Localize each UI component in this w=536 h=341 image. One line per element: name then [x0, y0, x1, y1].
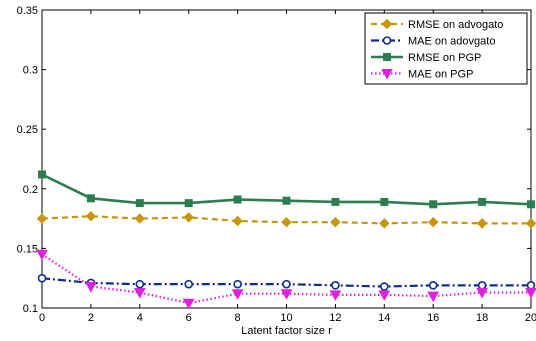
data-point [85, 282, 97, 293]
data-point [330, 216, 341, 228]
data-point [379, 218, 390, 229]
data-point [38, 170, 46, 179]
x-tick-label: 16 [427, 312, 439, 324]
data-point [184, 199, 193, 208]
x-tick-label: 4 [137, 312, 143, 324]
legend-label: RMSE on advogato [408, 19, 503, 31]
data-point [280, 289, 293, 300]
data-point [231, 289, 244, 300]
data-point [527, 200, 535, 209]
data-point [329, 290, 342, 301]
data-point [526, 281, 536, 290]
series-1 [36, 211, 536, 229]
data-point [36, 213, 48, 224]
y-tick-label: 0.2 [23, 184, 38, 196]
x-tick-label: 18 [476, 312, 488, 324]
data-point [378, 290, 391, 301]
data-point [233, 195, 242, 204]
y-tick-label: 0.1 [23, 303, 38, 315]
legend-marker [381, 18, 393, 30]
legend-entry: MAE on PGP [371, 69, 473, 81]
legend-label: RMSE on PGP [408, 52, 481, 64]
data-point [380, 197, 389, 206]
data-point [282, 196, 291, 205]
data-point [476, 218, 488, 229]
series-layer [36, 170, 536, 310]
data-point [379, 282, 389, 291]
x-tick-label: 20 [525, 312, 536, 324]
x-tick-label: 10 [280, 312, 292, 324]
data-point [36, 249, 48, 261]
data-point [232, 215, 243, 227]
legend-marker [382, 36, 392, 45]
data-point [525, 288, 536, 299]
data-point [233, 279, 242, 289]
data-point [331, 197, 340, 206]
data-point [37, 273, 47, 283]
data-point [477, 281, 487, 290]
data-point [135, 199, 144, 208]
x-tick-label: 0 [39, 312, 45, 324]
data-point [134, 213, 146, 224]
data-point [428, 281, 438, 290]
data-point [85, 211, 97, 222]
y-tick-label: 0.3 [23, 65, 38, 77]
legend-marker [381, 69, 393, 80]
data-point [525, 218, 536, 229]
y-tick-label: 0.25 [17, 124, 38, 136]
y-tick-label: 0.35 [17, 5, 38, 17]
data-point [281, 216, 292, 228]
data-point [427, 291, 440, 303]
legend-entry: MAE on adovgato [371, 36, 495, 48]
data-point [135, 279, 145, 289]
x-tick-label: 8 [235, 312, 241, 324]
data-point [429, 200, 438, 209]
data-point [133, 288, 146, 299]
legend-label: MAE on adovgato [408, 36, 495, 48]
data-point [86, 194, 95, 203]
legend-entry: RMSE on PGP [371, 52, 481, 64]
data-point [478, 197, 487, 206]
legend: RMSE on advogato MAE on adovgato RMSE on P… [364, 12, 528, 85]
data-point [427, 216, 439, 228]
data-point [183, 212, 194, 223]
data-point [182, 298, 195, 310]
legend-marker [383, 53, 391, 61]
y-tick-label: 0.15 [17, 243, 38, 255]
data-point [282, 279, 291, 289]
x-axis-label: Latent factor size r [241, 325, 332, 337]
data-point [184, 279, 193, 289]
data-point [476, 288, 488, 299]
series-3 [38, 170, 535, 209]
data-point [331, 281, 340, 290]
legend-label: MAE on PGP [408, 69, 473, 81]
x-tick-label: 14 [378, 312, 390, 324]
legend-entry: RMSE on advogato [371, 18, 503, 31]
x-tick-label: 2 [88, 312, 94, 324]
series-4 [36, 249, 536, 310]
x-tick-label: 6 [186, 312, 192, 324]
x-tick-label: 12 [329, 312, 341, 324]
